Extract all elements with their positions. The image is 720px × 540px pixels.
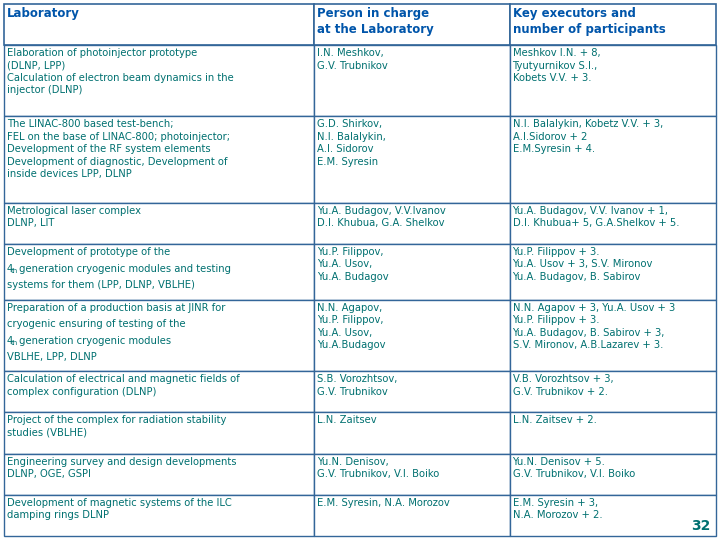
Text: Yu.A. Budagov, V.V.Ivanov
D.I. Khubua, G.A. Shelkov: Yu.A. Budagov, V.V.Ivanov D.I. Khubua, G… [317,206,446,228]
Bar [4,454,314,495]
Text: Person in charge
at the Laboratory: Person in charge at the Laboratory [317,7,433,37]
Text: 32: 32 [692,519,711,532]
Bar [4,300,314,372]
Text: cryogenic ensuring of testing of the: cryogenic ensuring of testing of the [7,319,186,329]
Bar [314,4,510,45]
Text: Metrological laser complex
DLNP, LIT: Metrological laser complex DLNP, LIT [7,206,141,228]
Bar [510,117,716,202]
Bar [314,413,510,454]
Text: Development of prototype of the: Development of prototype of the [7,247,170,257]
Text: systems for them (LPP, DLNP, VBLHE): systems for them (LPP, DLNP, VBLHE) [7,280,195,291]
Text: Yu.N. Denisov,
G.V. Trubnikov, V.I. Boiko: Yu.N. Denisov, G.V. Trubnikov, V.I. Boik… [317,457,439,479]
Bar [510,372,716,413]
Bar [510,495,716,536]
Bar [4,45,314,117]
Text: Key executors and
number of participants: Key executors and number of participants [513,7,665,37]
Text: G.D. Shirkov,
N.I. Balalykin,
A.I. Sidorov
E.M. Syresin: G.D. Shirkov, N.I. Balalykin, A.I. Sidor… [317,119,386,167]
Text: L.N. Zaitsev: L.N. Zaitsev [317,415,377,426]
Bar [314,45,510,117]
Text: th: th [11,268,18,274]
Text: The LINAC-800 based test-bench;
FEL on the base of LINAC-800; photoinjector;
Dev: The LINAC-800 based test-bench; FEL on t… [7,119,230,179]
Bar [510,45,716,117]
Text: VBLHE, LPP, DLNP: VBLHE, LPP, DLNP [7,352,96,362]
Text: N.N. Agapov + 3, Yu.A. Usov + 3
Yu.P. Filippov + 3.
Yu.A. Budagov, B. Sabirov + : N.N. Agapov + 3, Yu.A. Usov + 3 Yu.P. Fi… [513,303,675,350]
Text: E.M. Syresin + 3,
N.A. Morozov + 2.: E.M. Syresin + 3, N.A. Morozov + 2. [513,498,602,520]
Text: Engineering survey and design developments
DLNP, OGE, GSPI: Engineering survey and design developmen… [7,457,236,479]
Bar [510,300,716,372]
Text: E.M. Syresin, N.A. Morozov: E.M. Syresin, N.A. Morozov [317,498,449,508]
Bar [510,244,716,300]
Bar [4,372,314,413]
Text: th: th [11,340,18,346]
Text: L.N. Zaitsev + 2.: L.N. Zaitsev + 2. [513,415,596,426]
Bar [510,4,716,45]
Text: generation cryogenic modules: generation cryogenic modules [16,336,171,346]
Bar [4,4,314,45]
Text: Yu.P. Filippov + 3.
Yu.A. Usov + 3, S.V. Mironov
Yu.A. Budagov, B. Sabirov: Yu.P. Filippov + 3. Yu.A. Usov + 3, S.V.… [513,247,653,282]
Text: generation cryogenic modules and testing: generation cryogenic modules and testing [16,264,231,274]
Text: 4: 4 [7,336,13,346]
Text: Yu.A. Budagov, V.V. Ivanov + 1,
D.I. Khubua+ 5, G.A.Shelkov + 5.: Yu.A. Budagov, V.V. Ivanov + 1, D.I. Khu… [513,206,679,228]
Text: N.N. Agapov,
Yu.P. Filippov,
Yu.A. Usov,
Yu.A.Budagov: N.N. Agapov, Yu.P. Filippov, Yu.A. Usov,… [317,303,385,350]
Text: Project of the complex for radiation stability
studies (VBLHE): Project of the complex for radiation sta… [7,415,226,438]
Bar [510,202,716,244]
Text: V.B. Vorozhtsov + 3,
G.V. Trubnikov + 2.: V.B. Vorozhtsov + 3, G.V. Trubnikov + 2. [513,374,613,397]
Text: Elaboration of photoinjector prototype
(DLNP, LPP)
Calculation of electron beam : Elaboration of photoinjector prototype (… [7,48,234,96]
Bar [4,495,314,536]
Bar [4,413,314,454]
Bar [314,244,510,300]
Text: Meshkov I.N. + 8,
Tyutyurnikov S.I.,
Kobets V.V. + 3.: Meshkov I.N. + 8, Tyutyurnikov S.I., Kob… [513,48,600,83]
Bar [314,372,510,413]
Bar [4,117,314,202]
Bar [510,413,716,454]
Text: Calculation of electrical and magnetic fields of
complex configuration (DLNP): Calculation of electrical and magnetic f… [7,374,240,397]
Text: I.N. Meshkov,
G.V. Trubnikov: I.N. Meshkov, G.V. Trubnikov [317,48,387,71]
Bar [314,300,510,372]
Text: Yu.P. Filippov,
Yu.A. Usov,
Yu.A. Budagov: Yu.P. Filippov, Yu.A. Usov, Yu.A. Budago… [317,247,388,282]
Text: Yu.N. Denisov + 5.
G.V. Trubnikov, V.I. Boiko: Yu.N. Denisov + 5. G.V. Trubnikov, V.I. … [513,457,635,479]
Text: 4: 4 [7,264,13,274]
Bar [314,495,510,536]
Text: Laboratory: Laboratory [7,7,80,20]
Text: Development of magnetic systems of the ILC
damping rings DLNP: Development of magnetic systems of the I… [7,498,232,520]
Text: S.B. Vorozhtsov,
G.V. Trubnikov: S.B. Vorozhtsov, G.V. Trubnikov [317,374,397,397]
Bar [4,244,314,300]
Bar [314,454,510,495]
Text: N.I. Balalykin, Kobetz V.V. + 3,
A.I.Sidorov + 2
E.M.Syresin + 4.: N.I. Balalykin, Kobetz V.V. + 3, A.I.Sid… [513,119,663,154]
Bar [314,202,510,244]
Text: Preparation of a production basis at JINR for: Preparation of a production basis at JIN… [7,303,225,313]
Bar [510,454,716,495]
Bar [4,202,314,244]
Bar [314,117,510,202]
